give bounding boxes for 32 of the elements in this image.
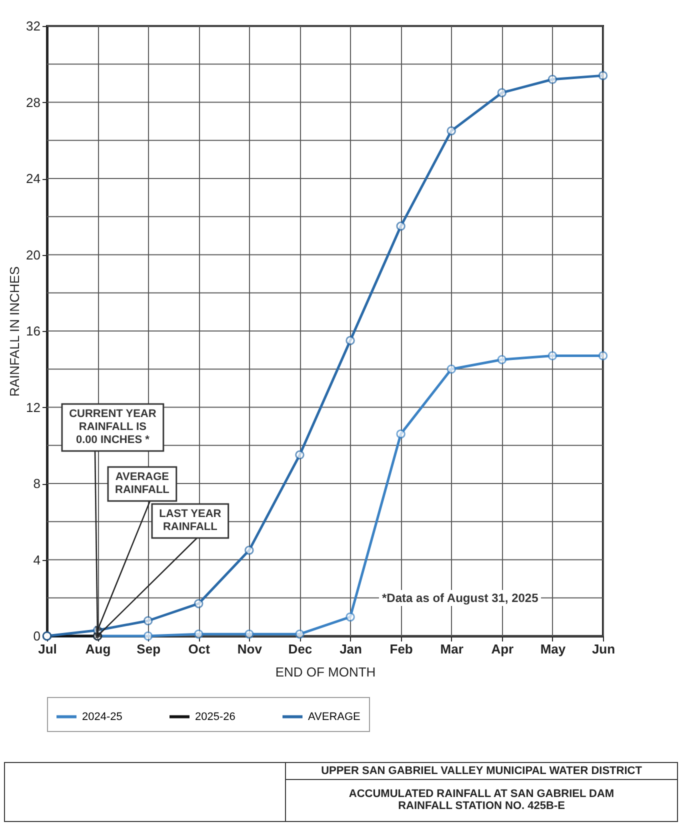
x-tick-label: Nov <box>237 642 263 656</box>
text: ACCUMULATED RAINFALL AT SAN GABRIEL DAM RAINFALL STATION NO. 425B-E <box>348 787 616 812</box>
x-tick-label: Dec <box>288 642 312 656</box>
x-tick-label: Jul <box>38 642 57 656</box>
y-tick-label: 28 <box>26 94 40 110</box>
x-tick-label: Jan <box>340 642 362 656</box>
legend-label: 2024-25 <box>82 710 122 723</box>
x-tick-label: Feb <box>390 642 413 656</box>
x-tick-label: Apr <box>491 642 514 656</box>
annotation: CURRENT YEAR RAINFALL IS 0.00 INCHES * <box>69 408 156 446</box>
x-tick-label: May <box>540 642 566 656</box>
legend-label: AVERAGE <box>308 710 360 723</box>
x-tick-label: Aug <box>85 642 111 656</box>
y-tick-label: 12 <box>26 400 40 415</box>
x-tick-label: Mar <box>440 642 464 656</box>
annotation: *Data as of August 31, 2025 <box>379 590 542 606</box>
y-tick-label: 24 <box>26 171 40 186</box>
y-tick-label: 4 <box>33 552 40 568</box>
y-tick-label: 16 <box>26 324 40 338</box>
annotation: LAST YEAR RAINFALL <box>159 508 222 533</box>
legend-label: 2025-26 <box>195 710 236 723</box>
x-tick-label: Oct <box>188 642 211 656</box>
x-tick-label: Jun <box>592 642 616 656</box>
annotation: AVERAGE RAINFALL <box>114 471 170 496</box>
y-tick-label: 0 <box>33 628 40 644</box>
y-axis-title: RAINFALL IN INCHES <box>7 266 22 397</box>
x-axis-title: END OF MONTH <box>275 664 376 680</box>
text: UPPER SAN GABRIEL VALLEY MUNICIPAL WATER DISTRICT <box>286 763 677 780</box>
y-tick-label: 32 <box>26 18 40 34</box>
x-tick-label: Sep <box>136 642 161 656</box>
y-tick-label: 20 <box>26 247 40 262</box>
y-tick-label: 8 <box>33 476 40 491</box>
